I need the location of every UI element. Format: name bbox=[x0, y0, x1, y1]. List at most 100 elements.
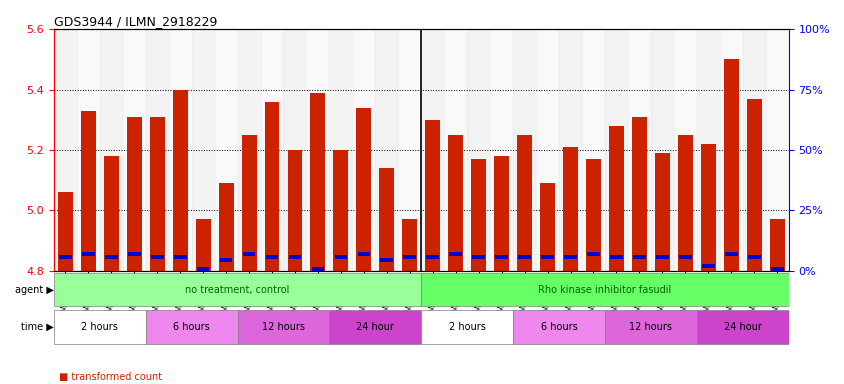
Bar bbox=[237, 29, 260, 271]
Bar bbox=[609, 255, 622, 259]
Bar bbox=[172, 89, 187, 271]
Bar bbox=[494, 156, 508, 271]
Bar bbox=[650, 29, 673, 271]
Bar bbox=[77, 29, 100, 271]
FancyBboxPatch shape bbox=[421, 273, 787, 306]
Bar bbox=[283, 29, 306, 271]
Bar bbox=[100, 29, 122, 271]
Bar bbox=[58, 192, 73, 271]
Bar bbox=[540, 255, 553, 259]
Bar bbox=[54, 29, 77, 271]
Bar bbox=[654, 153, 669, 271]
FancyBboxPatch shape bbox=[54, 310, 145, 344]
Text: 6 hours: 6 hours bbox=[173, 322, 210, 332]
Bar bbox=[535, 29, 559, 271]
Bar bbox=[770, 267, 782, 271]
Bar bbox=[426, 255, 439, 259]
Bar bbox=[174, 255, 187, 259]
Bar bbox=[242, 252, 255, 256]
Bar bbox=[564, 255, 576, 259]
Bar bbox=[449, 252, 462, 256]
Bar bbox=[151, 255, 164, 259]
Bar bbox=[467, 29, 490, 271]
Text: no treatment, control: no treatment, control bbox=[185, 285, 289, 295]
Text: 12 hours: 12 hours bbox=[262, 322, 305, 332]
Bar bbox=[59, 255, 72, 259]
Text: time ▶: time ▶ bbox=[21, 322, 54, 332]
Bar bbox=[197, 267, 209, 271]
Bar bbox=[122, 29, 145, 271]
Bar bbox=[375, 29, 398, 271]
FancyBboxPatch shape bbox=[421, 310, 512, 344]
Text: agent ▶: agent ▶ bbox=[15, 285, 54, 295]
FancyBboxPatch shape bbox=[512, 310, 604, 344]
Bar bbox=[447, 135, 463, 271]
Bar bbox=[471, 159, 485, 271]
Bar bbox=[562, 147, 577, 271]
Bar bbox=[403, 255, 415, 259]
Bar bbox=[127, 252, 140, 256]
Bar bbox=[495, 255, 507, 259]
Bar bbox=[398, 29, 421, 271]
Bar bbox=[631, 117, 647, 271]
Bar bbox=[380, 258, 392, 262]
Bar bbox=[421, 29, 444, 271]
Text: 6 hours: 6 hours bbox=[540, 322, 576, 332]
Bar bbox=[219, 258, 232, 262]
Bar bbox=[289, 255, 301, 259]
Text: 24 hour: 24 hour bbox=[723, 322, 760, 332]
Bar bbox=[82, 252, 95, 256]
Bar bbox=[746, 99, 760, 271]
Bar bbox=[219, 183, 233, 271]
Bar bbox=[425, 120, 440, 271]
Text: Rho kinase inhibitor fasudil: Rho kinase inhibitor fasudil bbox=[538, 285, 671, 295]
Bar bbox=[655, 255, 668, 259]
FancyBboxPatch shape bbox=[237, 310, 329, 344]
Bar bbox=[609, 126, 623, 271]
Text: 24 hour: 24 hour bbox=[356, 322, 394, 332]
Bar bbox=[700, 144, 715, 271]
FancyBboxPatch shape bbox=[604, 310, 696, 344]
Bar bbox=[145, 29, 169, 271]
Bar bbox=[586, 159, 600, 271]
Bar bbox=[444, 29, 467, 271]
Bar bbox=[627, 29, 650, 271]
Bar bbox=[701, 264, 714, 268]
Bar bbox=[402, 219, 417, 271]
FancyBboxPatch shape bbox=[696, 310, 787, 344]
Bar bbox=[742, 29, 765, 271]
Bar bbox=[196, 219, 210, 271]
Bar bbox=[512, 29, 535, 271]
Bar bbox=[724, 252, 737, 256]
Text: 2 hours: 2 hours bbox=[81, 322, 118, 332]
Bar bbox=[379, 168, 394, 271]
Bar bbox=[127, 117, 142, 271]
Bar bbox=[287, 150, 302, 271]
Bar bbox=[673, 29, 696, 271]
Bar bbox=[241, 135, 257, 271]
Bar bbox=[169, 29, 192, 271]
Bar bbox=[604, 29, 627, 271]
Text: 2 hours: 2 hours bbox=[448, 322, 485, 332]
Bar bbox=[333, 150, 348, 271]
Bar bbox=[352, 29, 375, 271]
Bar bbox=[587, 252, 599, 256]
Bar bbox=[149, 117, 165, 271]
Bar bbox=[334, 255, 347, 259]
Bar bbox=[81, 111, 95, 271]
Bar bbox=[472, 255, 484, 259]
Bar bbox=[490, 29, 512, 271]
Bar bbox=[329, 29, 352, 271]
Bar bbox=[105, 255, 117, 259]
Bar bbox=[723, 60, 738, 271]
Bar bbox=[677, 135, 692, 271]
Bar bbox=[517, 255, 530, 259]
FancyBboxPatch shape bbox=[329, 310, 421, 344]
Text: ■ transformed count: ■ transformed count bbox=[59, 372, 162, 382]
Bar bbox=[310, 93, 325, 271]
Bar bbox=[260, 29, 283, 271]
Bar bbox=[311, 267, 324, 271]
Text: 12 hours: 12 hours bbox=[629, 322, 672, 332]
Bar bbox=[765, 29, 787, 271]
Bar bbox=[517, 135, 532, 271]
